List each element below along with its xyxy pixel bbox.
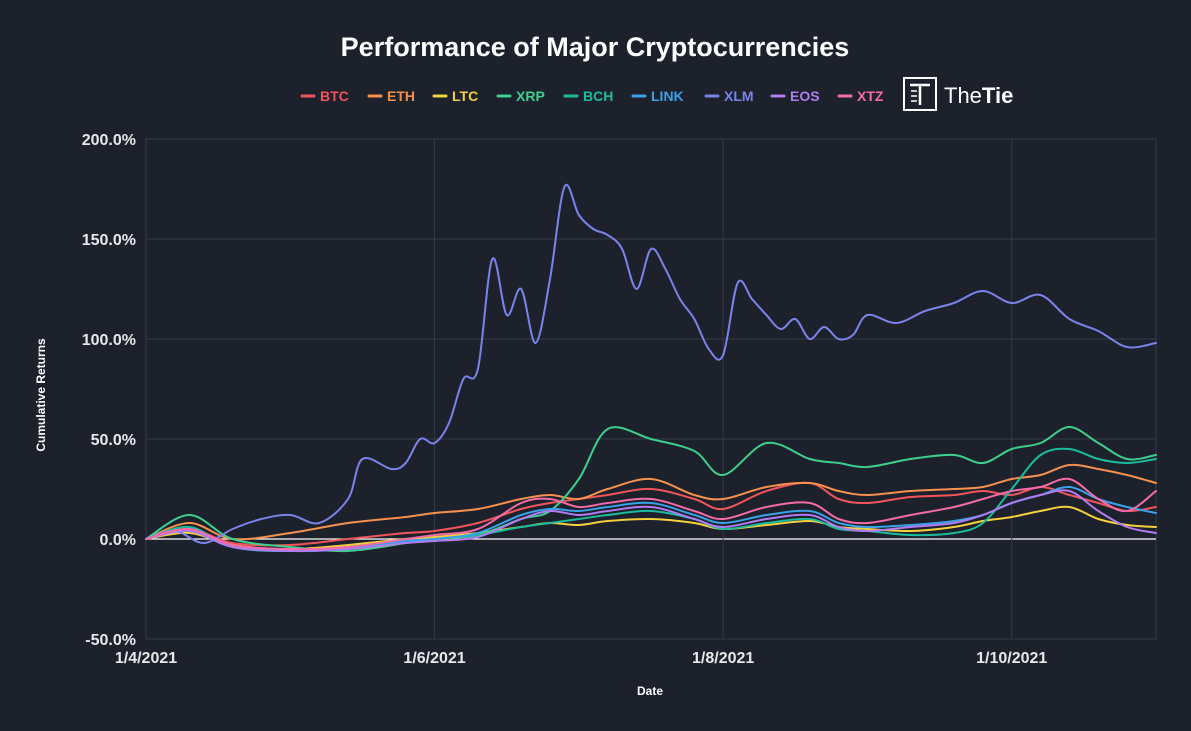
x-axis: 1/4/2021 1/6/2021 1/8/2021 1/10/2021	[115, 650, 1048, 667]
y-tick-label: 0.0%	[100, 532, 136, 549]
y-tick-label: -50.0%	[85, 632, 136, 649]
series-lines	[145, 183, 1157, 553]
legend-label-eos: EOS	[790, 88, 820, 104]
brand-logo: TheTie	[903, 77, 1013, 111]
legend: BTC ETH LTC XRP BCH LINK XLM EOS XTZ	[300, 88, 884, 104]
x-tick-label: 1/4/2021	[115, 650, 177, 667]
legend-label-xlm: XLM	[724, 88, 754, 104]
x-tick-label: 1/10/2021	[976, 650, 1047, 667]
legend-label-ltc: LTC	[452, 88, 478, 104]
series-line-ltc	[145, 505, 1157, 550]
y-tick-label: 200.0%	[82, 132, 136, 149]
series-line-btc	[145, 481, 1157, 547]
series-line-xtz	[145, 477, 1157, 551]
x-tick-label: 1/8/2021	[692, 650, 754, 667]
series-line-xlm	[145, 183, 1157, 545]
series-line-eos	[145, 489, 1157, 553]
legend-label-btc: BTC	[320, 88, 349, 104]
brand-name: TheTie	[944, 83, 1013, 108]
legend-label-link: LINK	[651, 88, 684, 104]
y-tick-label: 150.0%	[82, 232, 136, 249]
brand-name-prefix: The	[944, 83, 982, 108]
legend-label-xtz: XTZ	[857, 88, 884, 104]
y-axis-title: Cumulative Returns	[34, 338, 48, 452]
legend-label-eth: ETH	[387, 88, 415, 104]
chart-title: Performance of Major Cryptocurrencies	[341, 32, 850, 62]
legend-label-xrp: XRP	[516, 88, 545, 104]
series-line-eth	[145, 463, 1157, 541]
y-tick-label: 50.0%	[91, 432, 136, 449]
y-axis: 200.0% 150.0% 100.0% 50.0% 0.0% -50.0%	[82, 132, 136, 649]
brand-name-suffix: Tie	[982, 83, 1013, 108]
legend-label-bch: BCH	[583, 88, 613, 104]
x-axis-title: Date	[637, 684, 663, 698]
y-tick-label: 100.0%	[82, 332, 136, 349]
x-tick-label: 1/6/2021	[403, 650, 465, 667]
series-line-xrp	[145, 426, 1157, 553]
the-tie-logo-icon	[903, 77, 937, 111]
